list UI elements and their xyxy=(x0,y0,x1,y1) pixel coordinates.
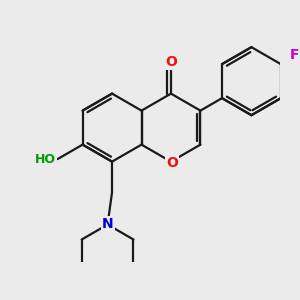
Text: F: F xyxy=(290,48,300,62)
Text: HO: HO xyxy=(35,153,56,166)
Text: N: N xyxy=(102,217,113,231)
Text: O: O xyxy=(166,155,178,170)
Text: O: O xyxy=(166,55,177,69)
